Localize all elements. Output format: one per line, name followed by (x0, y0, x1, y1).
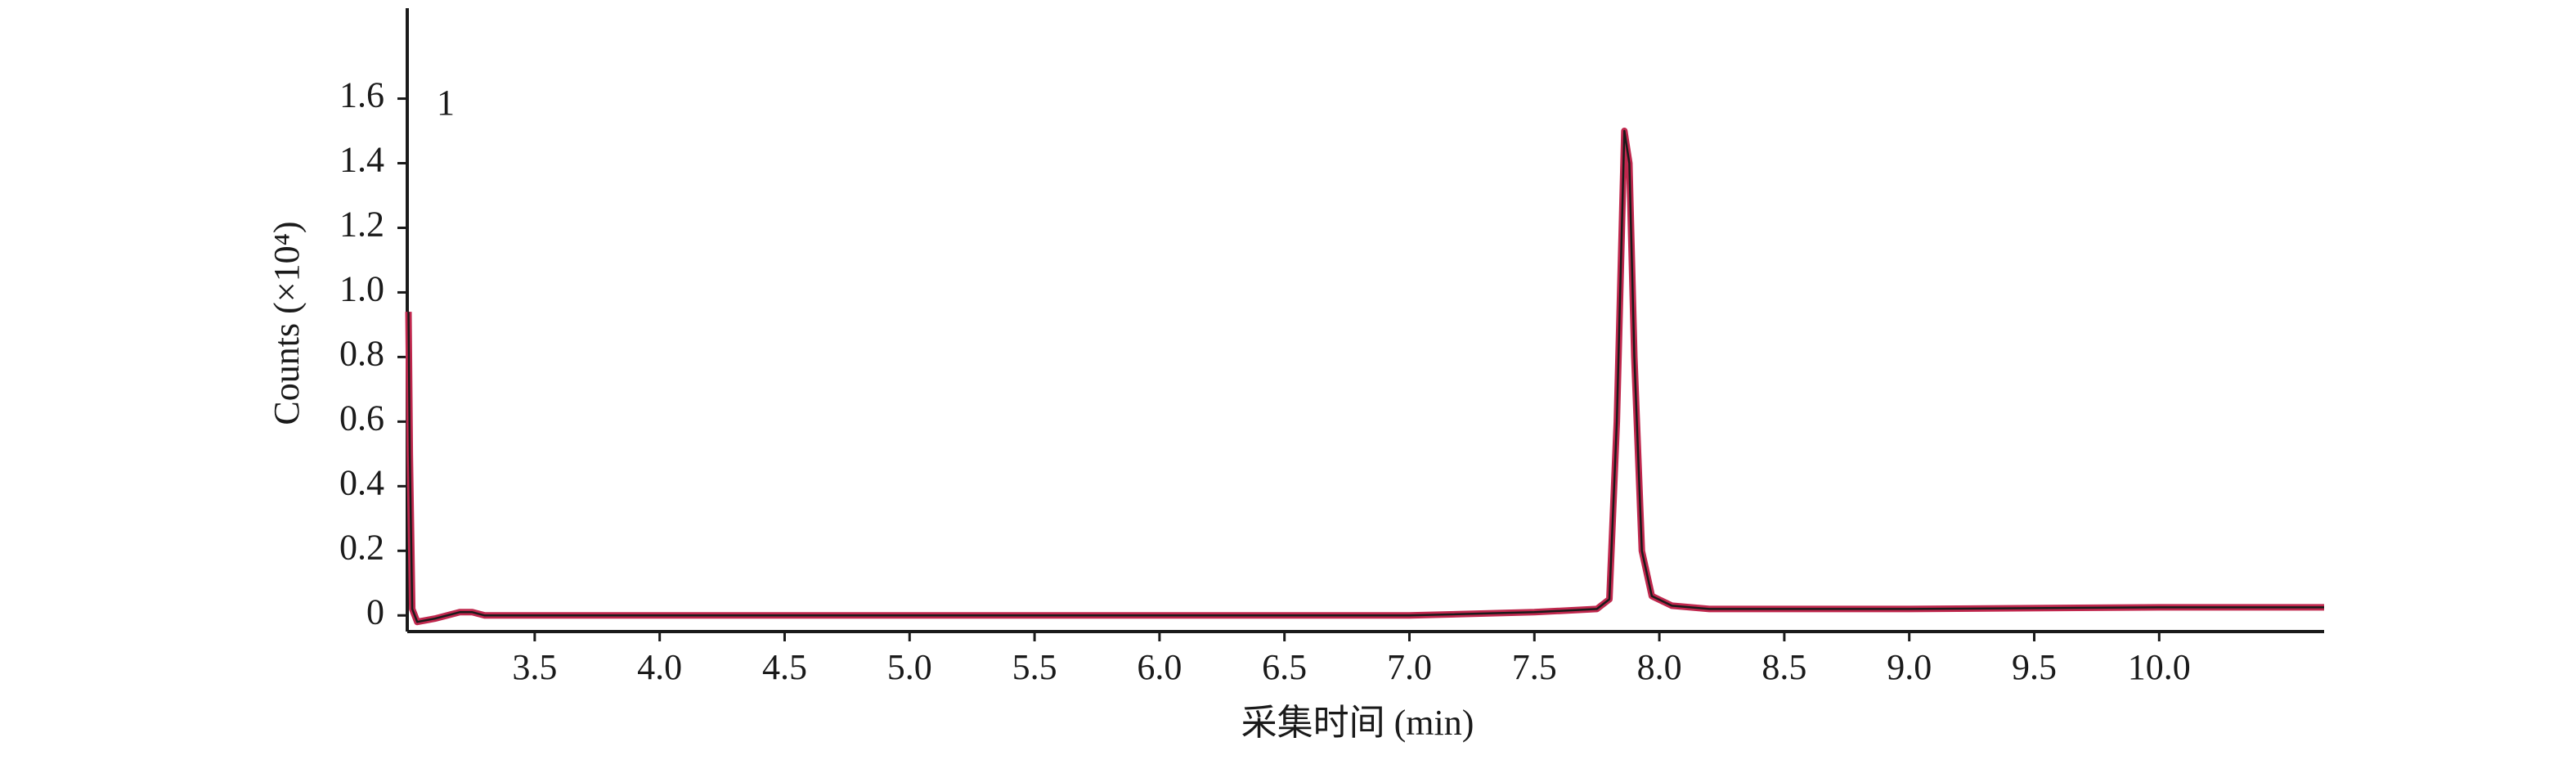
x-tick-label: 6.5 (1262, 647, 1307, 687)
annotation: 1 (437, 83, 455, 123)
x-tick-label: 4.0 (637, 647, 682, 687)
y-tick-label: 0.6 (339, 398, 384, 438)
x-tick-label: 8.5 (1761, 647, 1806, 687)
x-tick-label: 10.0 (2128, 647, 2191, 687)
x-tick-label: 6.0 (1137, 647, 1182, 687)
trace-overlay (407, 129, 2324, 623)
x-tick-label: 9.5 (2012, 647, 2057, 687)
trace (405, 128, 2324, 626)
x-tick-label: 5.5 (1012, 647, 1057, 687)
y-tick-label: 1.2 (339, 205, 384, 245)
y-tick-label: 0.8 (339, 333, 384, 373)
x-axis-title: 采集时间 (min) (1241, 703, 1474, 743)
y-tick-label: 0.4 (339, 462, 384, 502)
x-tick-label: 7.5 (1512, 647, 1557, 687)
x-tick-label: 7.0 (1387, 647, 1432, 687)
x-tick-label: 3.5 (512, 647, 557, 687)
y-tick-label: 0 (366, 591, 384, 632)
x-tick-label: 9.0 (1887, 647, 1932, 687)
x-tick-label: 8.0 (1637, 647, 1682, 687)
y-tick-label: 1.4 (339, 140, 384, 180)
y-tick-label: 1.0 (339, 269, 384, 309)
y-tick-label: 0.2 (339, 527, 384, 567)
x-tick-label: 5.0 (887, 647, 932, 687)
x-tick-label: 4.5 (762, 647, 807, 687)
y-axis-title: Counts (×10⁴) (267, 221, 307, 425)
y-tick-label: 1.6 (339, 75, 384, 115)
